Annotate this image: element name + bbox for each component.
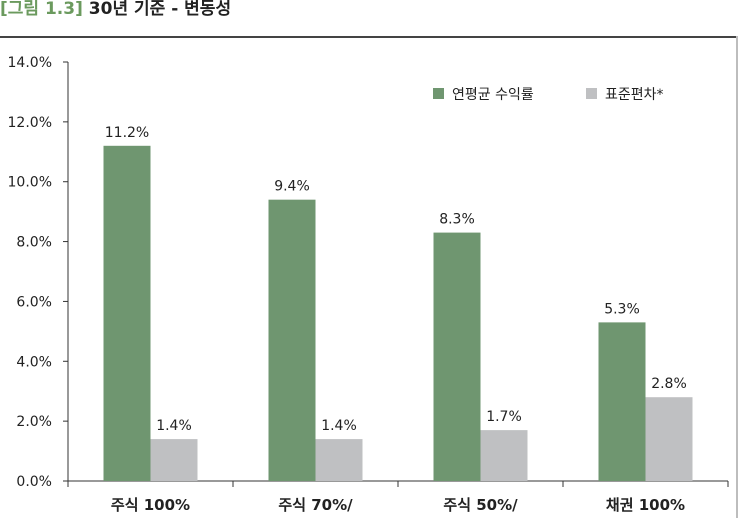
legend-swatch-std-dev	[586, 88, 597, 99]
data-label: 5.3%	[604, 301, 640, 317]
data-label: 9.4%	[274, 179, 310, 195]
figure-title-text: 30년 기준 - 변동성	[88, 0, 232, 19]
data-label: 1.4%	[321, 418, 357, 434]
bar-std-dev	[315, 439, 363, 481]
legend-label-annual-return: 연평균 수익률	[452, 87, 534, 103]
bar-annual-return	[598, 322, 646, 481]
legend-label-std-dev: 표준편차*	[605, 87, 664, 103]
y-tick-label: 14.0%	[8, 55, 52, 71]
x-category-label: 주식 100%	[111, 496, 190, 514]
bar-std-dev	[480, 430, 528, 481]
y-tick-label: 0.0%	[16, 474, 52, 490]
data-label: 8.3%	[439, 212, 475, 228]
title-divider	[0, 36, 736, 38]
legend-swatch-annual-return	[433, 88, 444, 99]
bar-std-dev	[150, 439, 198, 481]
figure-label: [그림 1.3]	[0, 0, 83, 19]
data-label: 2.8%	[651, 376, 687, 392]
x-category-label: 주식 50%/	[443, 496, 518, 514]
y-tick-label: 12.0%	[8, 115, 52, 131]
y-tick-label: 8.0%	[16, 235, 52, 251]
bar-annual-return	[103, 145, 151, 482]
data-label: 1.4%	[156, 418, 192, 434]
y-tick-label: 6.0%	[16, 294, 52, 310]
y-tick-label: 4.0%	[16, 354, 52, 370]
y-tick-label: 2.0%	[16, 414, 52, 430]
x-category-label: 주식 70%/	[278, 496, 353, 514]
figure-title: [그림 1.3] 30년 기준 - 변동성	[0, 0, 231, 26]
bar-annual-return	[433, 232, 481, 481]
data-label: 11.2%	[105, 125, 149, 141]
y-tick-label: 10.0%	[8, 175, 52, 191]
x-category-label: 채권 100%	[606, 496, 685, 514]
right-border	[736, 36, 738, 518]
bar-annual-return	[268, 199, 316, 481]
data-label: 1.7%	[486, 409, 522, 425]
bar-std-dev	[645, 397, 693, 481]
